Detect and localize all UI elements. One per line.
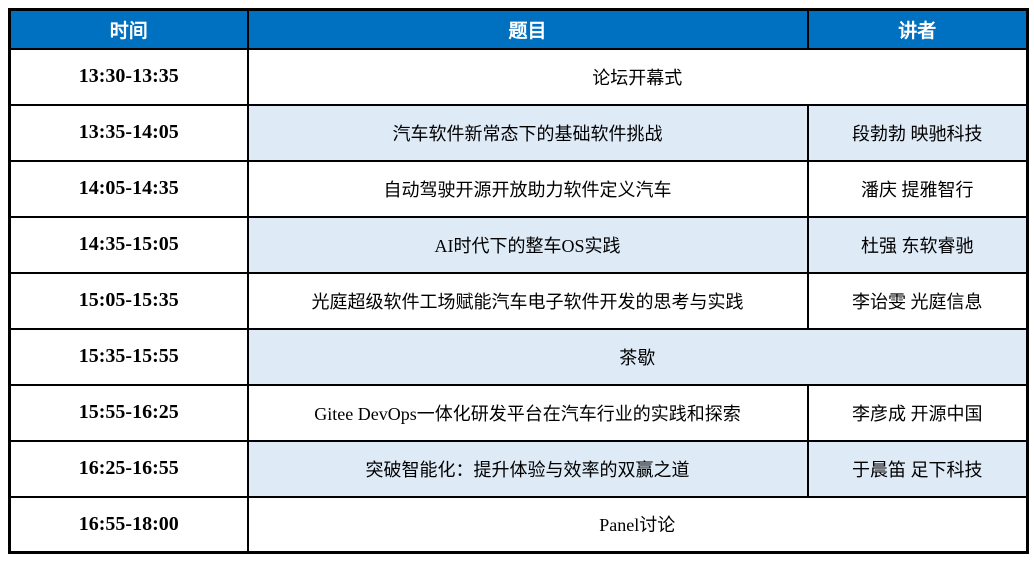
header-cell-time: 时间 [8,8,249,50]
topic-cell: 论坛开幕式 [246,47,1029,106]
topic-cell: 茶歇 [246,327,1029,386]
table-row: 16:25-16:55 突破智能化：提升体验与效率的双赢之道 于晨笛 足下科技 [8,439,1029,498]
agenda-table: 时间 题目 讲者 13:30-13:35 论坛开幕式 13:35-14:05 汽车软件… [8,8,1029,554]
table-row: 15:35-15:55 茶歇 [8,327,1029,386]
topic-cell: 汽车软件新常态下的基础软件挑战 [246,103,809,162]
speaker-cell: 于晨笛 足下科技 [806,439,1029,498]
time-cell: 14:35-15:05 [8,215,249,274]
table-row: 15:55-16:25 Gitee DevOps一体化研发平台在汽车行业的实践和探… [8,383,1029,442]
schedule-body: 13:30-13:35 论坛开幕式 13:35-14:05 汽车软件新常态下的基础软件… [8,47,1029,554]
speaker-cell: 潘庆 提雅智行 [806,159,1029,218]
speaker-cell: 李彦成 开源中国 [806,383,1029,442]
topic-cell: AI时代下的整车OS实践 [246,215,809,274]
table-row: 14:35-15:05 AI时代下的整车OS实践 杜强 东软睿驰 [8,215,1029,274]
time-cell: 15:35-15:55 [8,327,249,386]
time-cell: 15:05-15:35 [8,271,249,330]
topic-cell: 自动驾驶开源开放助力软件定义汽车 [246,159,809,218]
time-cell: 14:05-14:35 [8,159,249,218]
speaker-cell: 李诒雯 光庭信息 [806,271,1029,330]
topic-cell: 突破智能化：提升体验与效率的双赢之道 [246,439,809,498]
table-row: 16:55-18:00 Panel讨论 [8,495,1029,554]
topic-cell: Gitee DevOps一体化研发平台在汽车行业的实践和探索 [246,383,809,442]
table-row: 15:05-15:35 光庭超级软件工场赋能汽车电子软件开发的思考与实践 李诒雯 光… [8,271,1029,330]
header-cell-speaker: 讲者 [806,8,1029,50]
table-row: 13:35-14:05 汽车软件新常态下的基础软件挑战 段勃勃 映驰科技 [8,103,1029,162]
speaker-cell: 杜强 东软睿驰 [806,215,1029,274]
time-cell: 16:55-18:00 [8,495,249,554]
time-cell: 13:35-14:05 [8,103,249,162]
table-row: 14:05-14:35 自动驾驶开源开放助力软件定义汽车 潘庆 提雅智行 [8,159,1029,218]
table-header-row: 时间 题目 讲者 [8,8,1029,50]
topic-cell: 光庭超级软件工场赋能汽车电子软件开发的思考与实践 [246,271,809,330]
time-cell: 15:55-16:25 [8,383,249,442]
speaker-cell: 段勃勃 映驰科技 [806,103,1029,162]
time-cell: 13:30-13:35 [8,47,249,106]
time-cell: 16:25-16:55 [8,439,249,498]
header-cell-topic: 题目 [246,8,809,50]
table-row: 13:30-13:35 论坛开幕式 [8,47,1029,106]
topic-cell: Panel讨论 [246,495,1029,554]
